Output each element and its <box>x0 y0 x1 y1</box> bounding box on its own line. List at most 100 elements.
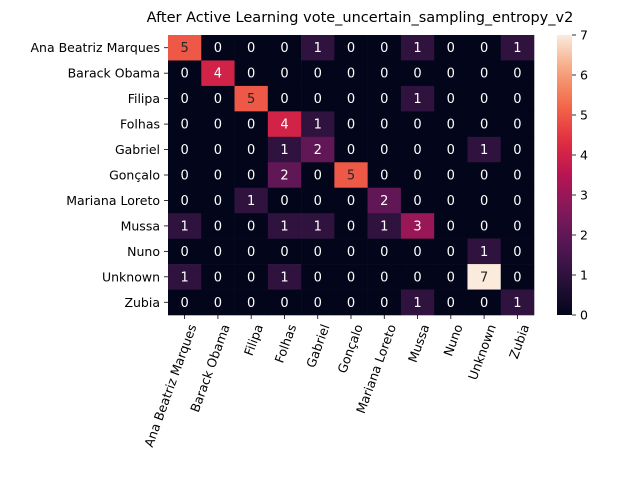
heatmap-cell <box>301 136 335 163</box>
cell-value-label: 0 <box>247 245 255 260</box>
heatmap-cell <box>334 162 368 189</box>
heatmap-cell <box>367 111 402 138</box>
cell-value-label: 1 <box>280 270 288 285</box>
heatmap-cell <box>434 136 468 163</box>
colorbar-tick-label: 6 <box>580 68 588 83</box>
heatmap-cell <box>400 85 435 112</box>
heatmap-cell <box>400 289 435 316</box>
colorbar-tick-label: 1 <box>580 268 588 283</box>
cell-value-label: 0 <box>513 92 521 107</box>
cell-value-label: 0 <box>180 143 188 158</box>
row-label: Ana Beatriz Marques <box>30 40 160 55</box>
cell-value-label: 0 <box>214 219 222 234</box>
cell-value-label: 5 <box>247 92 255 107</box>
heatmap-cell <box>400 136 435 163</box>
cell-value-label: 0 <box>480 67 488 82</box>
heatmap-cell <box>168 264 202 290</box>
cell-value-label: 0 <box>347 245 355 260</box>
heatmap-cell <box>168 187 202 214</box>
cell-value-label: 0 <box>480 169 488 184</box>
cell-value-label: 1 <box>513 296 521 311</box>
heatmap-cell <box>334 213 368 239</box>
cell-value-label: 0 <box>180 67 188 82</box>
heatmap-cell <box>267 213 302 239</box>
cell-value-label: 0 <box>280 245 288 260</box>
heatmap-cell <box>400 187 435 214</box>
cell-value-label: 0 <box>214 92 222 107</box>
colorbar-tick-label: 2 <box>580 228 588 243</box>
cell-value-label: 0 <box>180 194 188 209</box>
heatmap-cell <box>434 187 468 214</box>
row-label: Unknown <box>102 269 160 284</box>
heatmap-cell <box>434 85 468 112</box>
colorbar-tick-label: 3 <box>580 188 588 203</box>
heatmap-cell <box>367 238 402 265</box>
heatmap-cell <box>234 162 269 189</box>
cell-value-label: 1 <box>480 143 488 158</box>
heatmap-cell <box>500 238 535 265</box>
cell-value-label: 0 <box>513 67 521 82</box>
cell-value-label: 1 <box>280 219 288 234</box>
cell-value-label: 0 <box>214 143 222 158</box>
cell-value-label: 2 <box>280 169 288 184</box>
heatmap-cell <box>434 264 468 290</box>
cell-value-label: 0 <box>180 92 188 107</box>
cell-value-label: 0 <box>513 245 521 260</box>
cell-value-label: 0 <box>247 41 255 56</box>
cell-value-label: 0 <box>347 296 355 311</box>
heatmap-cell <box>400 213 435 239</box>
heatmap-cell <box>467 111 502 138</box>
cell-value-label: 7 <box>480 270 488 285</box>
heatmap-cell <box>301 111 335 138</box>
cell-value-label: 0 <box>380 41 388 56</box>
cell-value-label: 0 <box>314 296 322 311</box>
cell-value-label: 0 <box>380 118 388 133</box>
heatmap-cell <box>400 264 435 290</box>
heatmap-cell <box>500 289 535 316</box>
heatmap-cell <box>301 35 335 61</box>
cell-value-label: 0 <box>513 194 521 209</box>
cell-value-label: 5 <box>347 169 355 184</box>
row-label: Nuno <box>127 244 160 259</box>
column-label: Filipa <box>241 322 266 357</box>
cell-value-label: 0 <box>413 169 421 184</box>
cell-value-label: 1 <box>180 219 188 234</box>
heatmap-cell <box>234 264 269 290</box>
cell-value-label: 0 <box>447 118 455 133</box>
cell-value-label: 5 <box>180 41 188 56</box>
heatmap-cell <box>201 264 235 290</box>
cell-value-label: 0 <box>447 92 455 107</box>
cell-value-label: 1 <box>513 41 521 56</box>
cell-value-label: 1 <box>314 219 322 234</box>
heatmap-cell <box>400 238 435 265</box>
heatmap-cell <box>201 187 235 214</box>
heatmap-cell <box>434 111 468 138</box>
cell-value-label: 0 <box>380 270 388 285</box>
cell-value-label: 0 <box>214 169 222 184</box>
column-label: Zubia <box>506 322 532 361</box>
cell-value-label: 0 <box>513 118 521 133</box>
colorbar-tick-label: 4 <box>580 148 588 163</box>
cell-value-label: 0 <box>480 219 488 234</box>
heatmap-cell <box>334 60 368 87</box>
heatmap-cell <box>467 213 502 239</box>
cell-value-label: 1 <box>314 118 322 133</box>
cell-value-label: 0 <box>214 270 222 285</box>
cell-value-label: 0 <box>180 118 188 133</box>
cell-value-label: 0 <box>480 118 488 133</box>
heatmap-cell <box>467 85 502 112</box>
chart-title: After Active Learning vote_uncertain_sam… <box>146 10 574 26</box>
colorbar: 0 1 2 3 4 5 6 7 <box>557 28 588 323</box>
cell-value-label: 0 <box>347 92 355 107</box>
heatmap-cell <box>500 162 535 189</box>
cell-value-label: 0 <box>247 296 255 311</box>
heatmap-cell <box>434 289 468 316</box>
heatmap-cell <box>334 111 368 138</box>
heatmap-cell <box>168 136 202 163</box>
heatmap-cell <box>201 213 235 239</box>
heatmap-cell <box>467 187 502 214</box>
cell-value-label: 0 <box>480 92 488 107</box>
cell-value-label: 0 <box>447 41 455 56</box>
cell-value-label: 0 <box>247 219 255 234</box>
